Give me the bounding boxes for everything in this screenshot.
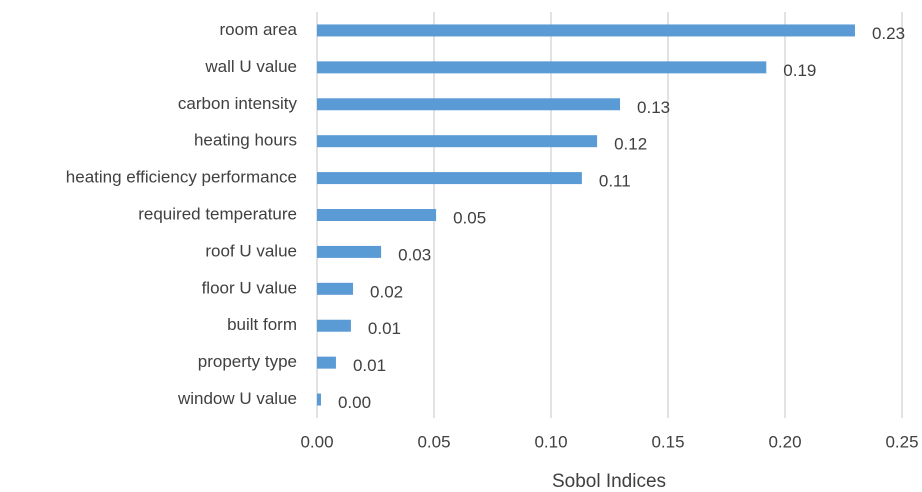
value-label: 0.23 [872,24,905,43]
value-label: 0.01 [353,356,386,375]
bar [317,393,321,406]
bar [317,356,336,369]
bar [317,245,382,258]
x-tick-label: 0.15 [651,432,684,451]
value-label: 0.03 [398,245,431,264]
bar [317,61,767,74]
bar [317,282,354,295]
value-label: 0.05 [453,208,486,227]
bar [317,319,351,332]
value-label: 0.12 [614,135,647,154]
y-tick-label: built form [227,315,297,334]
y-tick-label: roof U value [205,241,297,260]
y-tick-label: heating hours [194,131,297,150]
bar [317,98,621,111]
y-tick-label: property type [198,352,297,371]
value-label: 0.01 [368,319,401,338]
x-tick-label: 0.25 [885,432,918,451]
bar [317,135,598,148]
x-tick-label: 0.00 [300,432,333,451]
y-tick-label: window U value [177,389,297,408]
x-tick-label: 0.20 [768,432,801,451]
y-tick-label: heating efficiency performance [66,168,297,187]
value-label: 0.19 [783,61,816,80]
bar [317,209,437,221]
bar [317,24,855,37]
x-tick-label: 0.05 [417,432,450,451]
value-label: 0.02 [370,282,403,301]
value-label: 0.11 [599,172,631,191]
y-tick-label: wall U value [204,57,297,76]
bar [317,172,582,185]
y-tick-label: required temperature [138,204,297,223]
x-tick-label: 0.10 [534,432,567,451]
y-tick-label: room area [220,20,298,39]
x-axis-label: Sobol Indices [552,471,666,492]
value-label: 0.00 [338,393,371,412]
y-tick-label: floor U value [202,278,297,297]
value-label: 0.13 [637,98,670,117]
y-tick-label: carbon intensity [178,94,298,113]
